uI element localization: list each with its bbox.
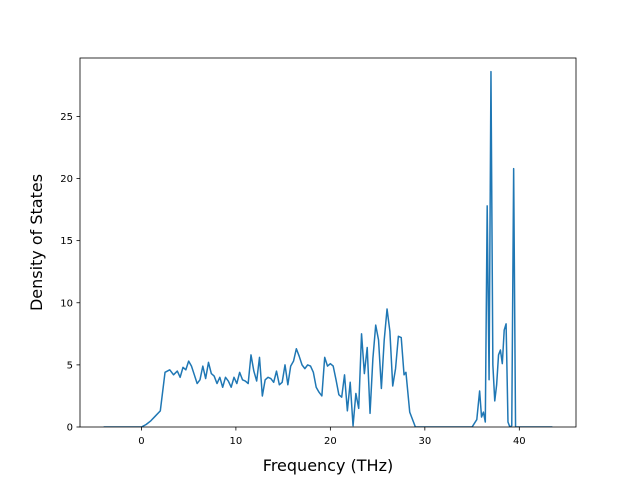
x-tick-label: 10 [230,436,243,447]
y-axis-label: Density of States [27,174,46,311]
axis-ticks: 0 10 20 30 40 0 5 10 15 20 25 [60,112,525,447]
x-tick-label: 30 [418,436,431,447]
x-tick-label: 20 [324,436,337,447]
y-tick-label: 5 [67,360,73,371]
y-tick-label: 25 [60,112,73,123]
y-tick-label: 20 [60,174,73,185]
x-tick-label: 40 [513,436,526,447]
plot-content [103,70,553,427]
x-tick-label: 0 [138,436,144,447]
y-tick-label: 15 [60,236,73,247]
plot-frame [79,57,577,428]
series-line-0 [103,70,553,427]
x-axis-label: Frequency (THz) [263,456,393,475]
y-tick-label: 10 [60,298,73,309]
y-tick-label: 0 [67,423,73,434]
